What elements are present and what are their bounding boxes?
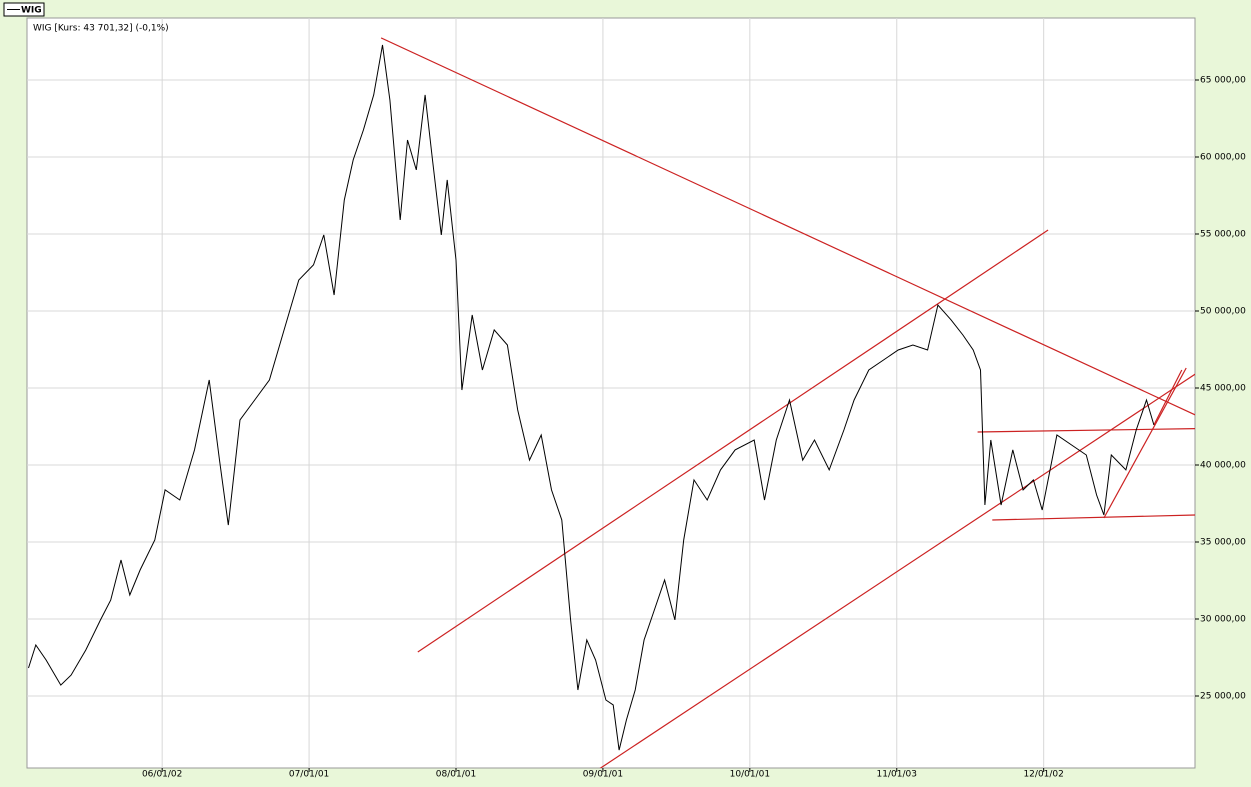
x-tick-label: 10/01/01 bbox=[730, 770, 770, 780]
y-tick-label: 65 000,00 bbox=[1200, 75, 1246, 85]
y-tick-label: 40 000,00 bbox=[1200, 460, 1246, 470]
plot-lines bbox=[28, 37, 1195, 768]
trend-line bbox=[1103, 367, 1187, 519]
plot-area bbox=[26, 17, 1196, 769]
trend-line bbox=[1153, 369, 1183, 426]
chart-title: WIG [Kurs: 43 701,32] (-0,1%) bbox=[33, 24, 169, 34]
price-line bbox=[28, 44, 1155, 751]
trend-line bbox=[992, 514, 1195, 521]
x-tick-label: 06/01/02 bbox=[142, 770, 182, 780]
y-tick-label: 25 000,00 bbox=[1200, 692, 1246, 702]
y-tick-label: 35 000,00 bbox=[1200, 537, 1246, 547]
x-tick-label: 08/01/01 bbox=[436, 770, 476, 780]
y-tick-label: 50 000,00 bbox=[1200, 306, 1246, 316]
x-tick-label: 12/01/02 bbox=[1023, 770, 1063, 780]
trend-line bbox=[417, 229, 1049, 653]
x-tick-label: 11/01/03 bbox=[877, 770, 917, 780]
trend-line bbox=[380, 37, 1195, 416]
y-tick-label: 30 000,00 bbox=[1200, 615, 1246, 625]
trend-line bbox=[599, 373, 1195, 768]
y-tick-label: 60 000,00 bbox=[1200, 152, 1246, 162]
x-tick-label: 07/01/01 bbox=[289, 770, 329, 780]
legend bbox=[3, 2, 45, 17]
trend-line bbox=[977, 428, 1195, 433]
legend-label: WIG bbox=[21, 6, 42, 16]
x-tick-label: 09/01/01 bbox=[583, 770, 623, 780]
y-tick-label: 55 000,00 bbox=[1200, 229, 1246, 239]
y-tick-label: 45 000,00 bbox=[1200, 383, 1246, 393]
grid bbox=[27, 18, 1199, 772]
